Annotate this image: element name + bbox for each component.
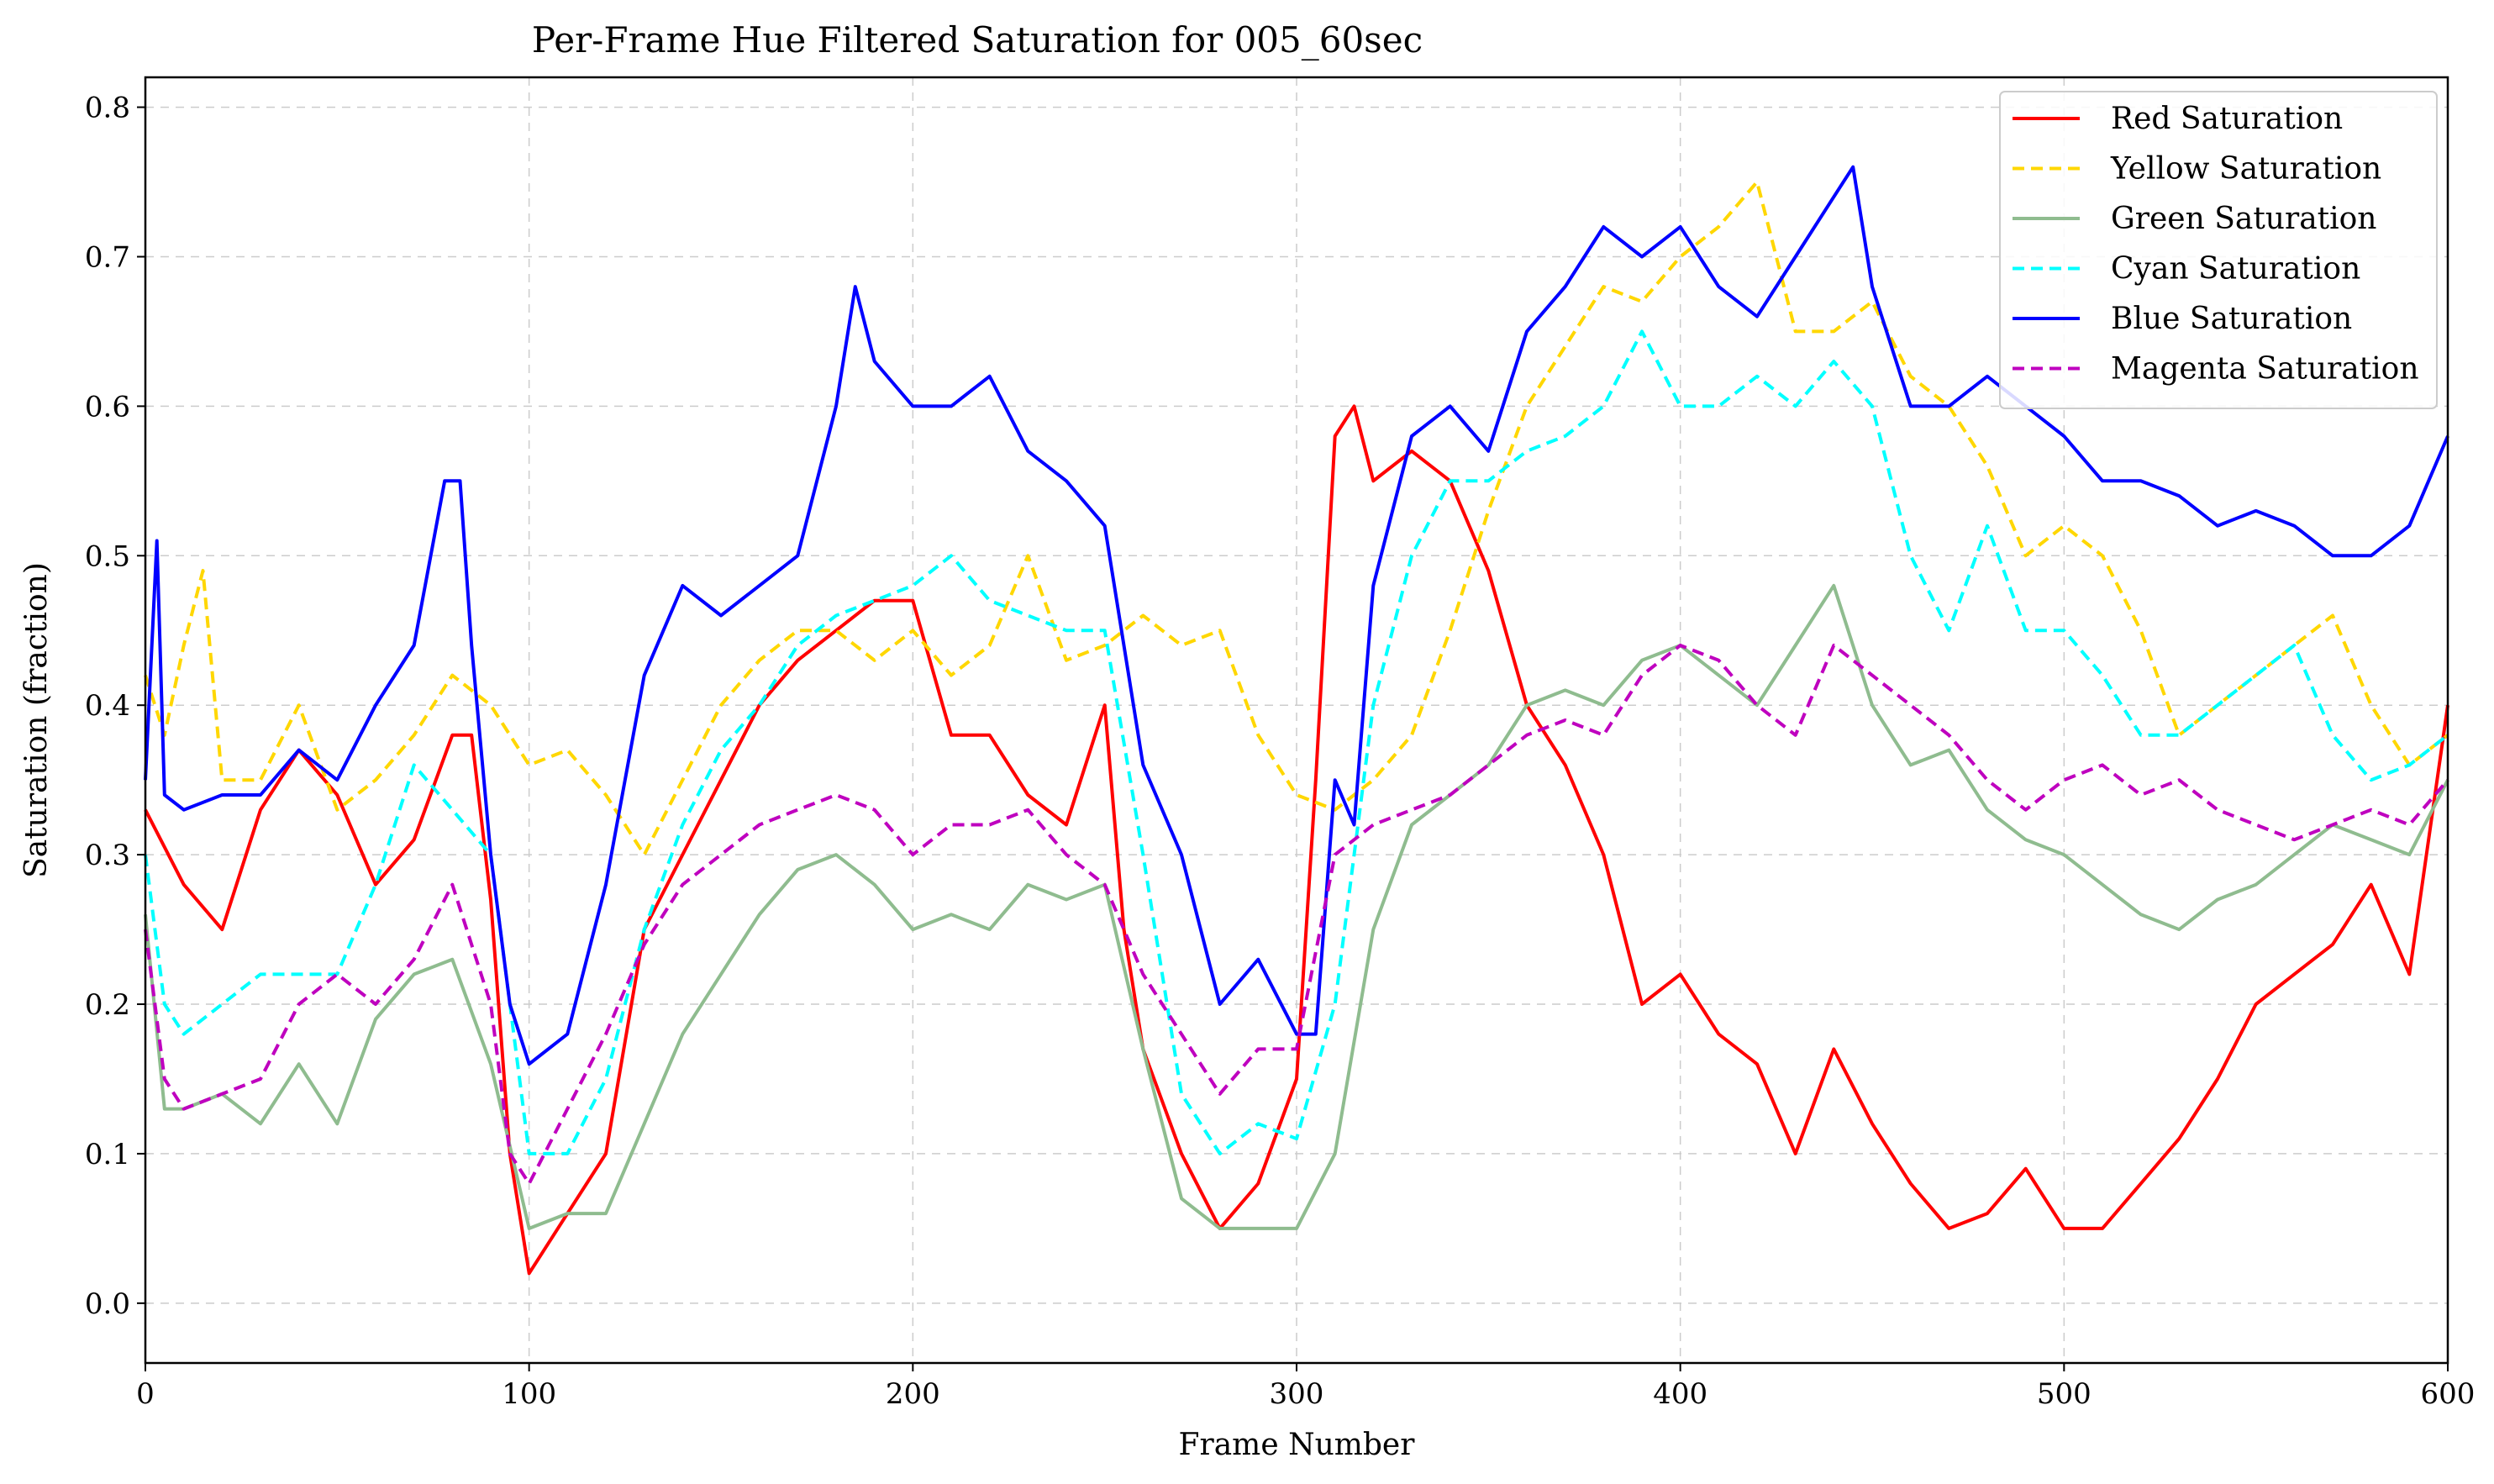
y-tick-label: 0.6 <box>85 390 130 424</box>
x-tick-label: 200 <box>886 1377 940 1411</box>
y-tick-label: 0.4 <box>85 689 130 723</box>
legend-entry: Yellow Saturation <box>2110 152 2381 187</box>
series-line-magenta <box>144 644 2449 1186</box>
x-tick-label: 100 <box>502 1377 556 1411</box>
x-tick-label: 300 <box>1270 1377 1324 1411</box>
y-tick-label: 0.2 <box>85 988 130 1022</box>
x-axis-label: Frame Number <box>1179 1428 1416 1462</box>
legend-box <box>1999 91 2438 409</box>
chart-title: Per-Frame Hue Filtered Saturation for 00… <box>532 19 1423 61</box>
series-line-yellow <box>144 180 2449 857</box>
legend-entry: Magenta Saturation <box>2111 352 2419 387</box>
legend-entry: Green Saturation <box>2111 202 2377 236</box>
y-axis: 0.0 0.1 0.2 0.3 0.4 0.5 0.6 0.7 0.8 <box>85 92 145 1321</box>
x-tick-label: 0 <box>136 1377 155 1411</box>
legend: Red Saturation Yellow Saturation Green Sat… <box>1999 91 2438 409</box>
y-tick-label: 0.7 <box>85 240 130 274</box>
y-tick-label: 0.5 <box>85 539 130 573</box>
series-lines <box>144 165 2449 1276</box>
x-axis: 0 100 200 300 400 500 600 <box>136 1363 2475 1411</box>
grid <box>145 77 2449 1363</box>
y-tick-label: 0.1 <box>85 1138 130 1171</box>
x-tick-label: 400 <box>1653 1377 1707 1411</box>
y-tick-label: 0.3 <box>85 839 130 872</box>
y-axis-label: Saturation (fraction) <box>19 562 54 878</box>
series-line-cyan <box>144 329 2449 1155</box>
y-tick-label: 0.8 <box>85 92 130 125</box>
legend-entry: Blue Saturation <box>2111 302 2352 336</box>
x-tick-label: 500 <box>2037 1377 2091 1411</box>
series-line-green <box>144 583 2449 1230</box>
legend-entry: Red Saturation <box>2111 102 2343 136</box>
legend-entry: Cyan Saturation <box>2111 252 2360 287</box>
x-tick-label: 600 <box>2421 1377 2476 1411</box>
y-tick-label: 0.0 <box>85 1287 130 1321</box>
